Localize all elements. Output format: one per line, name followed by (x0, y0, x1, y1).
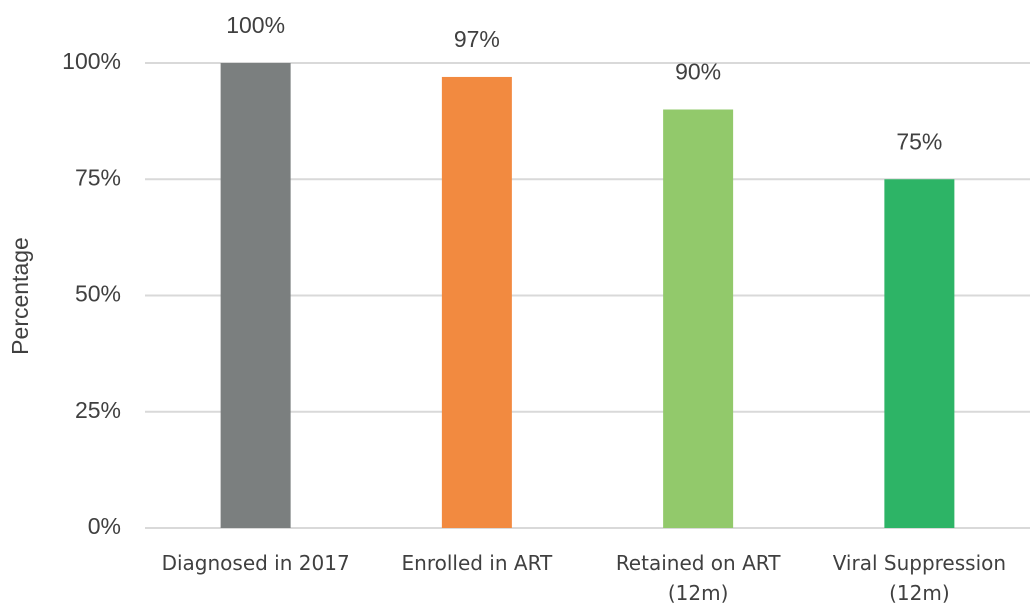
bar (441, 76, 512, 528)
y-tick-label: 25% (75, 397, 121, 423)
value-label: 90% (675, 59, 721, 85)
value-label: 100% (226, 12, 285, 38)
y-tick-label: 50% (75, 281, 121, 307)
y-axis-label: Percentage (7, 237, 33, 355)
value-label: 97% (454, 26, 500, 52)
bar (884, 179, 955, 528)
y-tick-label: 75% (75, 164, 121, 190)
y-tick-label: 0% (88, 513, 121, 539)
value-label: 75% (896, 128, 942, 154)
x-tick-label: Retained on ART (12m) (615, 551, 781, 605)
x-tick-label: Enrolled in ART (401, 551, 553, 575)
bar (220, 63, 291, 528)
bar (663, 109, 734, 528)
x-tick-label: Viral Suppression (12m) (832, 551, 1007, 605)
y-tick-label: 100% (62, 48, 121, 74)
x-tick-label: Diagnosed in 2017 (161, 551, 350, 575)
